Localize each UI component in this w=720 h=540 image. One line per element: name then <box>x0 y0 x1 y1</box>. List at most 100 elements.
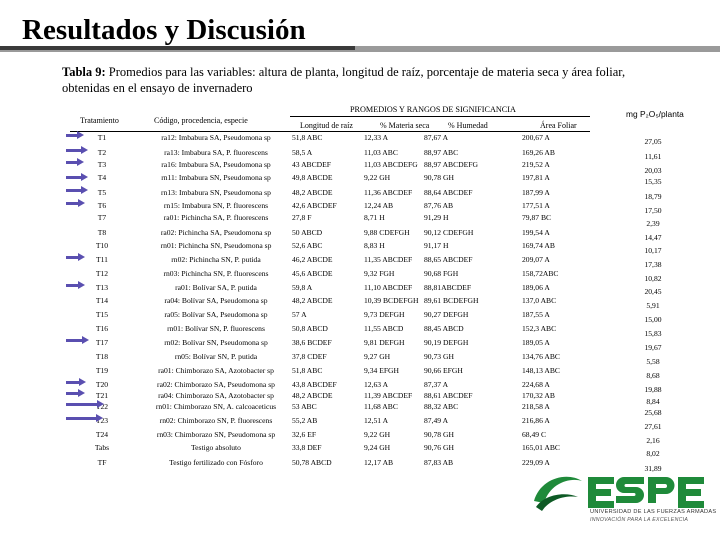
cell-area-foliar: 200,67 A <box>522 133 550 142</box>
cell-area-foliar: 218,58 A <box>522 402 550 411</box>
cell-tratamiento: T19 <box>95 366 109 375</box>
cell-materia-seca: 8,83 H <box>364 241 385 250</box>
cell-area-foliar: 187,99 A <box>522 188 550 197</box>
cell-codigo: ra04: Bolívar SA, Pseudomona sp <box>164 296 268 305</box>
title-divider-accent <box>0 46 355 50</box>
cell-tratamiento: T7 <box>97 213 107 222</box>
cell-mg-p2o5: 10,82 <box>644 274 662 283</box>
cell-codigo: ra04: Chimborazo SA, Azotobacter sp <box>158 391 274 400</box>
espe-logo-mark <box>534 476 704 511</box>
cell-area-foliar: 152,3 ABC <box>522 324 557 333</box>
cell-area-foliar: 68,49 C <box>522 430 547 439</box>
cell-materia-seca: 9,22 GH <box>364 430 391 439</box>
cell-humedad: 90,73 GH <box>424 352 454 361</box>
cell-materia-seca: 11,03 ABC <box>364 148 398 157</box>
cell-mg-p2o5: 8,68 <box>646 371 660 380</box>
cell-codigo: rn01: Bolívar SN, P. fluorescens <box>167 324 265 333</box>
unit-header: mg P₂O₅/planta <box>626 109 684 119</box>
cell-materia-seca: 9,34 EFGH <box>364 366 400 375</box>
cell-codigo: ra01: Bolívar SA, P. putida <box>175 283 257 292</box>
cell-humedad: 90,78 GH <box>424 430 454 439</box>
cell-humedad: 91,17 H <box>424 241 449 250</box>
cell-tratamiento: T13 <box>95 283 109 292</box>
cell-area-foliar: 177,51 A <box>522 201 550 210</box>
cell-tratamiento: T17 <box>95 338 109 347</box>
cell-tratamiento: TF <box>97 458 107 467</box>
cell-tratamiento: T5 <box>97 188 107 197</box>
cell-area-foliar: 79,87 BC <box>522 213 552 222</box>
cell-area-foliar: 219,52 A <box>522 160 550 169</box>
cell-mg-p2o5: 20,45 <box>644 287 662 296</box>
cell-humedad: 87,37 A <box>424 380 449 389</box>
cell-codigo: rn13: Imbabura SN, Pseudomona sp <box>161 188 271 197</box>
cell-mg-p2o5: 5,58 <box>646 357 660 366</box>
cell-longitud-raiz: 57 A <box>292 310 307 319</box>
cell-materia-seca: 9,24 GH <box>364 443 391 452</box>
cell-materia-seca: 9,27 GH <box>364 352 391 361</box>
cell-humedad: 88,32 ABC <box>424 402 459 411</box>
cell-humedad: 90,78 GH <box>424 173 454 182</box>
cell-area-foliar: 199,54 A <box>522 228 550 237</box>
cell-materia-seca: 9,32 FGH <box>364 269 395 278</box>
row-arrow-icon <box>66 400 104 408</box>
cell-mg-p2o5: 8,84 <box>646 397 660 406</box>
cell-materia-seca: 12,63 A <box>364 380 389 389</box>
cell-longitud-raiz: 49,8 ABCDE <box>292 173 333 182</box>
row-arrow-icon <box>66 173 88 181</box>
cell-codigo: rn03: Chimborazo SN, Pseudomona sp <box>156 430 276 439</box>
cell-mg-p2o5: 18,79 <box>644 192 662 201</box>
cell-tratamiento: T24 <box>95 430 109 439</box>
cell-materia-seca: 10,39 BCDEFGH <box>364 296 419 305</box>
header-materia: % Materia seca <box>380 121 430 130</box>
cell-humedad: 88,97 ABC <box>424 148 459 157</box>
cell-humedad: 88,61 ABCDEF <box>424 391 473 400</box>
cell-mg-p2o5: 15,83 <box>644 329 662 338</box>
cell-area-foliar: 170,32 AB <box>522 391 555 400</box>
cell-mg-p2o5: 20,03 <box>644 166 662 175</box>
row-arrow-icon <box>66 389 85 397</box>
cell-tratamiento: T20 <box>95 380 109 389</box>
row-arrow-icon <box>66 199 85 207</box>
cell-humedad: 88,97 ABCDEFG <box>424 160 479 169</box>
cell-tratamiento: T12 <box>95 269 109 278</box>
cell-mg-p2o5: 11,61 <box>644 152 662 161</box>
cell-longitud-raiz: 55,2 AB <box>292 416 318 425</box>
cell-materia-seca: 11,10 ABCDEF <box>364 283 413 292</box>
caption-text: Promedios para las variables: altura de … <box>62 65 626 95</box>
cell-area-foliar: 165,01 ABC <box>522 443 560 452</box>
cell-humedad: 90,68 FGH <box>424 269 459 278</box>
cell-humedad: 88,65 ABCDEF <box>424 255 473 264</box>
header-codigo: Código, procedencia, especie <box>154 116 248 125</box>
cell-codigo: rn11: Imbabura SN, Pseudomona sp <box>161 173 271 182</box>
cell-mg-p2o5: 27,61 <box>644 422 662 431</box>
cell-area-foliar: 134,76 ABC <box>522 352 560 361</box>
cell-mg-p2o5: 15,35 <box>644 177 662 186</box>
cell-humedad: 90,27 DEFGH <box>424 310 469 319</box>
cell-materia-seca: 11,55 ABCD <box>364 324 404 333</box>
cell-codigo: ra13: Imbabura SA, P. fluorescens <box>164 148 268 157</box>
header-rule <box>70 131 590 132</box>
cell-tratamiento: T6 <box>97 201 107 210</box>
page-title: Resultados y Discusión <box>22 14 306 46</box>
cell-mg-p2o5: 14,47 <box>644 233 662 242</box>
cell-codigo: ra05: Bolívar SA, Pseudomona sp <box>164 310 268 319</box>
cell-longitud-raiz: 46,2 ABCDE <box>292 255 333 264</box>
row-arrow-icon <box>66 414 103 422</box>
cell-longitud-raiz: 33,8 DEF <box>292 443 322 452</box>
cell-mg-p2o5: 2,39 <box>646 219 660 228</box>
cell-longitud-raiz: 50 ABCD <box>292 228 323 237</box>
cell-tratamiento: T1 <box>97 133 107 142</box>
cell-mg-p2o5: 19,67 <box>644 343 662 352</box>
cell-humedad: 90,12 CDEFGH <box>424 228 474 237</box>
cell-materia-seca: 11,36 ABCDEF <box>364 188 413 197</box>
table-caption: Tabla 9: Promedios para las variables: a… <box>62 64 662 96</box>
cell-mg-p2o5: 5,91 <box>646 301 660 310</box>
cell-humedad: 90,19 DEFGH <box>424 338 469 347</box>
cell-longitud-raiz: 48,2 ABCDE <box>292 188 333 197</box>
cell-area-foliar: 137,0 ABC <box>522 296 557 305</box>
cell-codigo: Testigo fertilizado con Fósforo <box>169 458 263 467</box>
cell-area-foliar: 216,86 A <box>522 416 550 425</box>
cell-mg-p2o5: 25,68 <box>644 408 662 417</box>
cell-codigo: rn02: Bolívar SN, Pseudomona sp <box>164 338 268 347</box>
cell-longitud-raiz: 48,2 ABCDE <box>292 296 333 305</box>
